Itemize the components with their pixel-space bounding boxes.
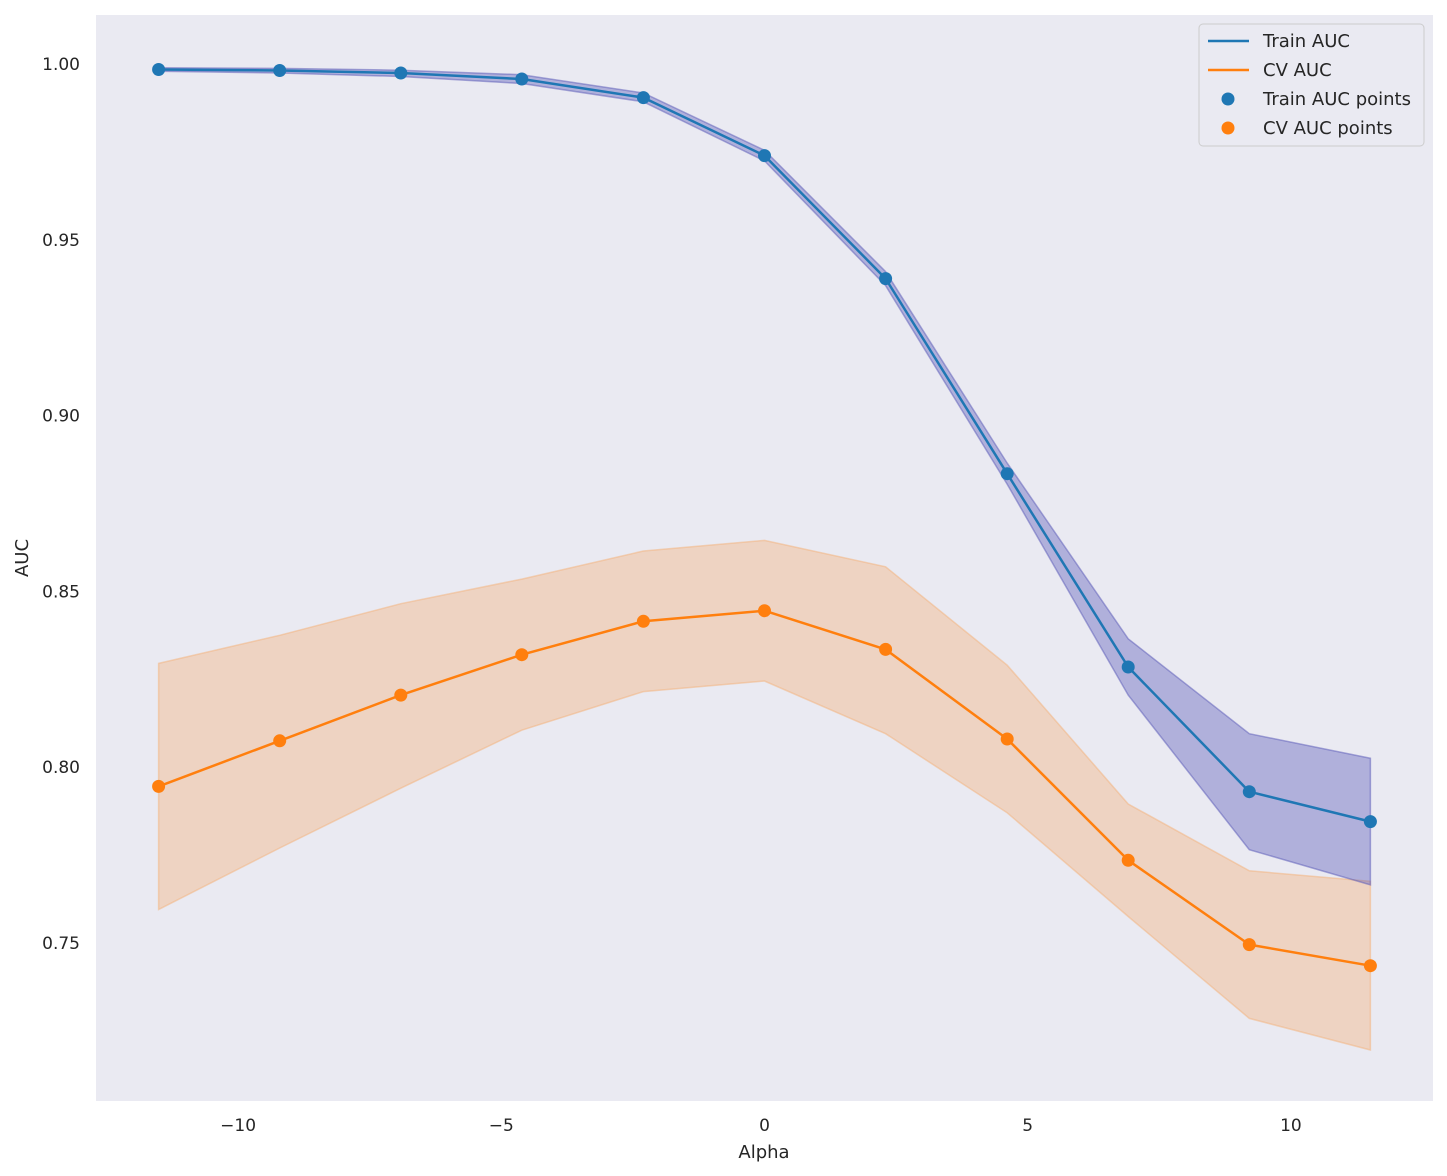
x-tick-label-2: 0 <box>759 1116 770 1136</box>
y-tick-label-4: 0.95 <box>42 231 80 251</box>
point-train-0 <box>152 63 166 76</box>
y-tick-label-5: 1.00 <box>42 55 80 75</box>
point-train-2 <box>394 66 408 80</box>
point-train-5 <box>758 149 771 163</box>
point-cv-3 <box>515 648 529 662</box>
legend-label-1: CV AUC <box>1263 60 1332 81</box>
point-cv-5 <box>758 604 771 618</box>
point-cv-4 <box>636 614 650 628</box>
point-cv-0 <box>152 779 166 793</box>
y-tick-label-3: 0.90 <box>42 407 80 427</box>
point-cv-8 <box>1121 853 1135 867</box>
x-axis-label: Alpha <box>738 1142 789 1163</box>
point-train-3 <box>515 72 529 86</box>
series-points <box>152 63 1377 973</box>
point-cv-7 <box>1000 732 1014 746</box>
y-axis-label: AUC <box>12 539 33 577</box>
legend-label-0: Train AUC <box>1262 31 1350 52</box>
legend-label-3: CV AUC points <box>1263 118 1393 139</box>
y-tick-label-0: 0.75 <box>42 934 80 954</box>
legend-box <box>1198 23 1425 147</box>
band-train <box>157 66 1372 886</box>
y-tick-label-2: 0.85 <box>42 582 80 602</box>
legend-swatch-3 <box>1221 121 1235 135</box>
point-train-6 <box>879 272 893 286</box>
point-train-7 <box>1000 467 1014 481</box>
x-tick-label-3: 5 <box>1022 1116 1033 1136</box>
confidence-bands <box>157 66 1372 1051</box>
point-train-4 <box>636 91 650 105</box>
legend-swatch-2 <box>1221 92 1235 106</box>
point-cv-9 <box>1242 938 1256 952</box>
x-tick-label-4: 10 <box>1280 1116 1302 1136</box>
legend: Train AUC CV AUC Train AUC points CV AUC po… <box>1198 23 1425 147</box>
point-train-8 <box>1121 660 1135 674</box>
point-cv-2 <box>394 688 408 702</box>
x-tick-label-0: −10 <box>220 1116 256 1136</box>
point-cv-1 <box>273 734 287 748</box>
band-cv <box>157 539 1372 1051</box>
x-tick-label-1: −5 <box>489 1116 514 1136</box>
plot-background <box>96 15 1433 1101</box>
point-train-10 <box>1363 815 1377 829</box>
point-train-9 <box>1242 785 1256 799</box>
legend-label-2: Train AUC points <box>1262 89 1411 110</box>
x-axis-ticks: −10 −5 0 5 10 <box>220 1116 1302 1136</box>
y-tick-label-1: 0.80 <box>42 758 80 778</box>
y-axis-ticks: 0.75 0.80 0.85 0.90 0.95 1.00 <box>42 55 80 954</box>
point-cv-10 <box>1363 959 1377 973</box>
point-cv-6 <box>879 642 893 656</box>
point-train-1 <box>273 64 287 77</box>
